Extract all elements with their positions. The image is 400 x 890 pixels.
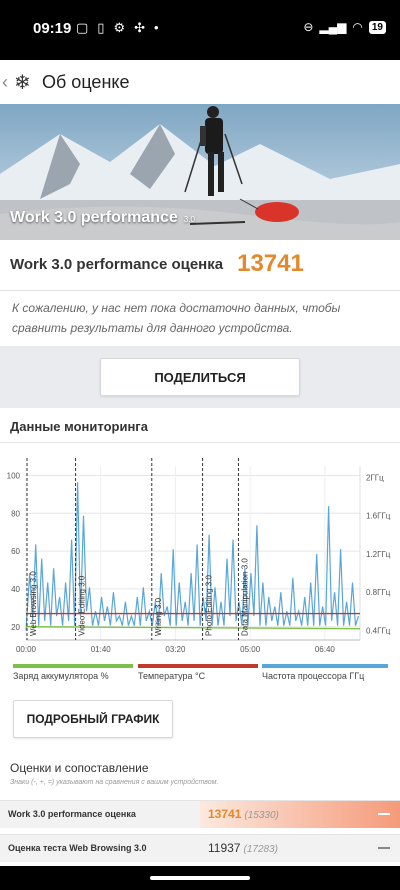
score-name: Work 3.0 performance оценка xyxy=(10,255,224,273)
skier xyxy=(184,106,246,225)
legend-cpu: Частота процессора ГГц xyxy=(262,664,388,681)
fan-icon: ✣ xyxy=(134,20,155,35)
signal-icon: ▂▄▆ xyxy=(319,20,347,34)
score-row: Work 3.0 performance оценка 13741 xyxy=(10,250,304,278)
score-note: К сожалению, у нас нет пока достаточно д… xyxy=(12,301,341,335)
y-right-tick-label: 1.6ГГц xyxy=(366,512,391,521)
rating-score: 11937 xyxy=(208,841,241,855)
rating-value-cell: 11937 (17283) xyxy=(200,835,400,862)
rating-value: 11937 (17283) xyxy=(208,841,278,855)
ratings-title: Оценки и сопоставление xyxy=(10,761,149,775)
app-bar: ‹ ❄ Об оценке xyxy=(0,60,400,104)
y-left-tick-label: 40 xyxy=(11,585,20,594)
y-left-tick-label: 80 xyxy=(11,509,20,518)
table-row[interactable]: Work 3.0 performance оценка 13741 (15330) xyxy=(0,800,400,828)
page-title: Об оценке xyxy=(42,71,130,92)
system-nav-bar xyxy=(0,866,400,890)
rating-name: Work 3.0 performance оценка xyxy=(8,809,136,819)
monitoring-card: Данные мониторинга 20 40 60 80 100 00:00 01:40… xyxy=(0,408,400,748)
rating-compare: (15330) xyxy=(244,810,279,821)
y-right-tick-label: 1.2ГГц xyxy=(366,550,391,559)
dot-icon: • xyxy=(154,20,168,35)
legend-cpu-swatch xyxy=(262,664,388,668)
series-battery xyxy=(25,626,361,630)
rating-value: 13741 (15330) xyxy=(208,807,279,821)
detailed-chart-button[interactable]: ПОДРОБНЫЙ ГРАФИК xyxy=(13,700,173,738)
legend-temperature: Температура °C xyxy=(138,664,258,681)
legend-battery-label: Заряд аккумулятора % xyxy=(13,671,109,681)
status-bar: 09:19 ▢▯⚙✣• ⊖ ▂▄▆ ◠ 19 xyxy=(0,0,400,60)
hero-banner: Work 3.0 performance 3.0 xyxy=(0,104,400,240)
monitoring-chart: 20 40 60 80 100 00:00 01:40 03:20 05:00 06:40 0.4Г… xyxy=(7,458,391,654)
status-notification-icons: ▢▯⚙✣• xyxy=(76,20,168,36)
x-tick-label: 00:00 xyxy=(16,645,37,654)
rating-value-cell: 13741 (15330) xyxy=(200,801,400,828)
y-left-tick-label: 20 xyxy=(11,623,20,632)
score-value: 13741 xyxy=(237,250,304,277)
score-card: Work 3.0 performance оценка 13741 К сожа… xyxy=(0,240,400,346)
hero-version: 3.0 xyxy=(183,215,195,224)
home-gesture-pill[interactable] xyxy=(150,876,250,880)
y-right-tick-label: 0.8ГГц xyxy=(366,588,391,597)
x-tick-label: 03:20 xyxy=(165,645,186,654)
hero-label: Work 3.0 performance 3.0 xyxy=(10,209,195,227)
minus-icon[interactable] xyxy=(378,847,390,849)
workload-marker-label: Writing 3.0 xyxy=(154,597,163,636)
battery-saver-icon: ▯ xyxy=(97,20,114,35)
gallery-icon: ▢ xyxy=(76,20,98,35)
back-chevron-icon[interactable]: ‹ xyxy=(2,71,8,92)
y-left-tick-label: 60 xyxy=(11,547,20,556)
rating-score: 13741 xyxy=(208,807,242,821)
y-right-tick-label: 2ГГц xyxy=(366,473,384,482)
legend-cpu-label: Частота процессора ГГц xyxy=(262,671,365,681)
legend-temperature-label: Температура °C xyxy=(138,671,206,681)
workload-marker-label: Video Editing 3.0 xyxy=(78,575,87,636)
workload-marker-label: Photo Editing 3.0 xyxy=(205,575,214,636)
gear-icon: ⚙ xyxy=(113,20,135,35)
ratings-subtitle: Знаки (-, +, =) указывают на сравнения с… xyxy=(10,779,219,786)
legend-battery: Заряд аккумулятора % xyxy=(13,664,133,681)
battery-icon: 19 xyxy=(368,20,386,34)
wifi-icon: ◠ xyxy=(352,20,363,34)
hero-skier-illustration xyxy=(0,104,400,240)
minus-icon[interactable] xyxy=(378,813,390,815)
divider xyxy=(0,442,400,443)
x-tick-label: 01:40 xyxy=(91,645,112,654)
hero-label-text: Work 3.0 performance xyxy=(10,209,178,226)
ratings-section: Оценки и сопоставление Знаки (-, +, =) у… xyxy=(0,748,400,866)
status-system-icons: ⊖ ▂▄▆ ◠ 19 xyxy=(303,20,386,34)
workload-marker-label: Web Browsing 3.0 xyxy=(29,571,38,636)
monitoring-title: Данные мониторинга xyxy=(10,419,148,434)
legend-battery-swatch xyxy=(13,664,133,668)
dnd-icon: ⊖ xyxy=(303,20,314,34)
x-tick-label: 06:40 xyxy=(315,645,336,654)
rating-compare: (17283) xyxy=(243,844,278,855)
x-tick-label: 05:00 xyxy=(240,645,261,654)
status-time: 09:19 xyxy=(33,20,72,37)
table-row[interactable]: Оценка теста Web Browsing 3.0 11937 (1728… xyxy=(0,834,400,862)
snowflake-logo-icon: ❄ xyxy=(14,71,31,94)
y-left-tick-label: 100 xyxy=(7,471,21,480)
rating-name: Оценка теста Web Browsing 3.0 xyxy=(8,843,147,853)
legend-temperature-swatch xyxy=(138,664,258,668)
share-button[interactable]: ПОДЕЛИТЬСЯ xyxy=(100,358,300,396)
divider xyxy=(0,290,400,291)
series-cpu-frequency xyxy=(25,482,360,631)
y-right-tick-label: 0.4ГГц xyxy=(366,626,391,635)
workload-marker-label: Data Manipulation 3.0 xyxy=(240,558,249,636)
